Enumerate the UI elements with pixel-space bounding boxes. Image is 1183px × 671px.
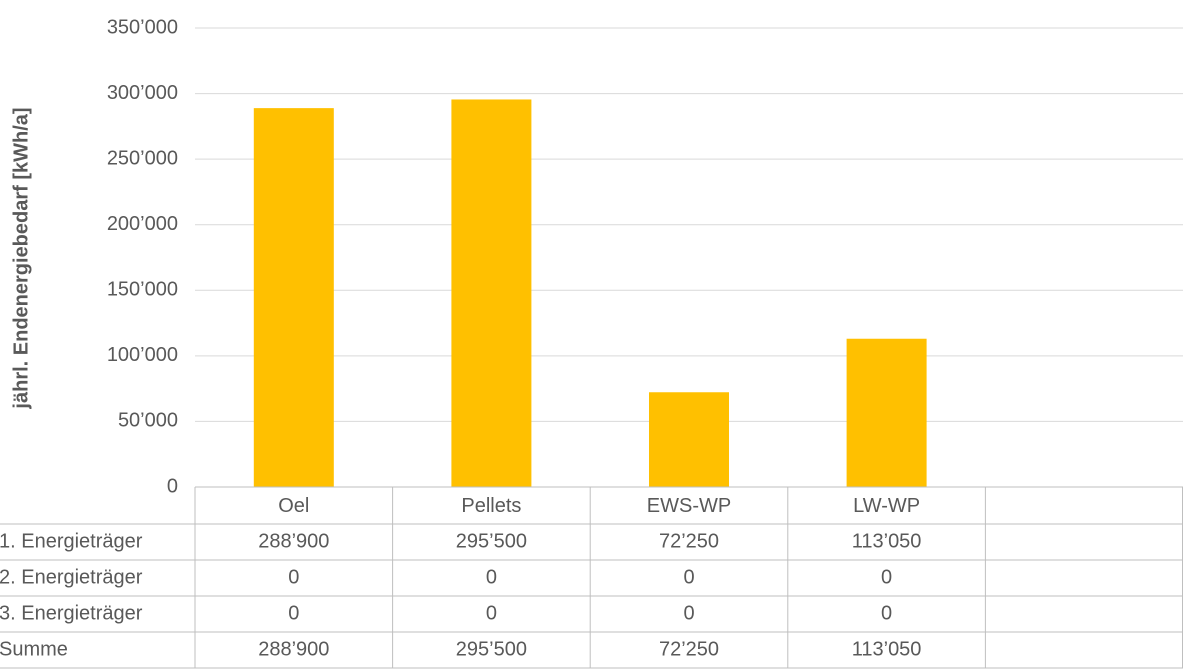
y-tick-label: 100’000 bbox=[107, 344, 178, 366]
table-cell: 0 bbox=[683, 602, 694, 624]
bar bbox=[846, 338, 927, 487]
row-label: 1. Energieträger bbox=[0, 530, 143, 552]
bar bbox=[451, 99, 532, 488]
y-tick-label: 50’000 bbox=[118, 410, 178, 432]
table-cell: 113’050 bbox=[852, 530, 922, 552]
row-label: 3. Energieträger bbox=[0, 602, 143, 624]
y-tick-label: 150’000 bbox=[107, 279, 178, 301]
y-tick-label: 350’000 bbox=[107, 16, 178, 38]
table-cell: 288’900 bbox=[258, 530, 329, 552]
y-axis-label: jährl. Endenergiebedarf [kWh/a] bbox=[10, 107, 32, 409]
row-label: 2. Energieträger bbox=[0, 566, 143, 588]
table-cell: 0 bbox=[881, 602, 892, 624]
table-cell: 0 bbox=[288, 602, 299, 624]
table-cell: 0 bbox=[486, 566, 497, 588]
table-cell: 0 bbox=[683, 566, 694, 588]
x-tick-label: EWS-WP bbox=[647, 495, 731, 517]
row-label: Summe bbox=[0, 638, 68, 660]
x-tick-label: Oel bbox=[278, 495, 309, 517]
table-cell: 0 bbox=[486, 602, 497, 624]
table-cell: 0 bbox=[881, 566, 892, 588]
y-tick-label: 300’000 bbox=[107, 82, 178, 104]
table-cell: 72’250 bbox=[659, 638, 719, 660]
x-tick-label: Pellets bbox=[461, 495, 521, 517]
table-cell: 0 bbox=[288, 566, 299, 588]
bar bbox=[649, 392, 729, 487]
table-cell: 72’250 bbox=[659, 530, 719, 552]
bar bbox=[253, 108, 334, 487]
y-tick-label: 200’000 bbox=[107, 213, 178, 235]
table-cell: 113’050 bbox=[852, 638, 922, 660]
table-cell: 288’900 bbox=[258, 638, 329, 660]
x-tick-label: LW-WP bbox=[853, 495, 920, 517]
table-cell: 295’500 bbox=[456, 530, 527, 552]
y-tick-label: 0 bbox=[167, 475, 178, 497]
y-tick-label: 250’000 bbox=[107, 147, 178, 169]
table-cell: 295’500 bbox=[456, 638, 527, 660]
